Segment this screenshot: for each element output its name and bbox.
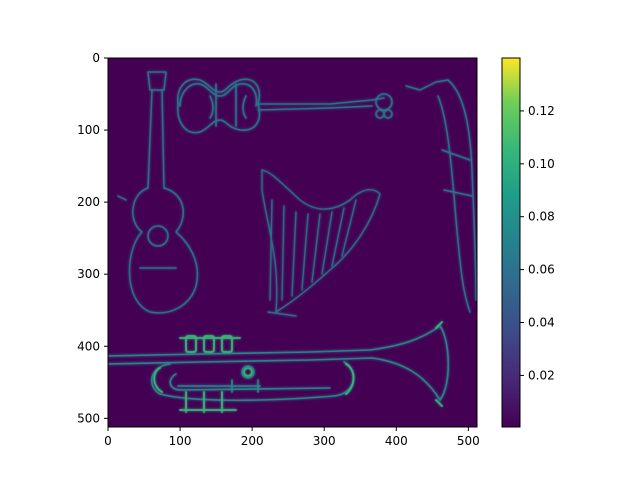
y-tick-label: 200 (77, 195, 100, 209)
y-tick-label: 100 (77, 123, 100, 137)
colorbar (501, 57, 521, 428)
x-axis: 0 100 200 300 400 500 (104, 427, 480, 448)
colorbar-tick-label: 0.02 (528, 368, 555, 382)
y-axis: 0 100 200 300 400 500 (77, 51, 108, 425)
x-tick-label: 0 (104, 434, 112, 448)
violin-edges (176, 78, 393, 134)
colorbar-tick-label: 0.12 (528, 104, 555, 118)
x-tick-label: 200 (241, 434, 264, 448)
y-tick-label: 500 (77, 411, 100, 425)
x-tick-label: 300 (313, 434, 336, 448)
heatmap-image (108, 58, 477, 427)
colorbar-tick-label: 0.06 (528, 263, 555, 277)
colorbar-tick-label: 0.10 (528, 157, 555, 171)
x-tick-label: 500 (457, 434, 480, 448)
x-tick-label: 100 (169, 434, 192, 448)
axes-frame (107, 57, 478, 428)
trumpet-highlights (153, 321, 443, 413)
guitar-edges (117, 71, 199, 314)
y-tick-label: 400 (77, 339, 100, 353)
instrument-edges (108, 71, 477, 413)
saxophone-edges (405, 79, 477, 313)
heatmap-background (108, 58, 477, 427)
colorbar-tick-label: 0.08 (528, 210, 555, 224)
x-tick-label: 400 (385, 434, 408, 448)
y-tick-label: 0 (92, 51, 100, 65)
colorbar-axis: 0.02 0.04 0.06 0.08 0.10 0.12 (520, 104, 555, 382)
colorbar-tick-label: 0.04 (528, 316, 555, 330)
harp-edges (261, 169, 381, 317)
y-tick-label: 300 (77, 267, 100, 281)
